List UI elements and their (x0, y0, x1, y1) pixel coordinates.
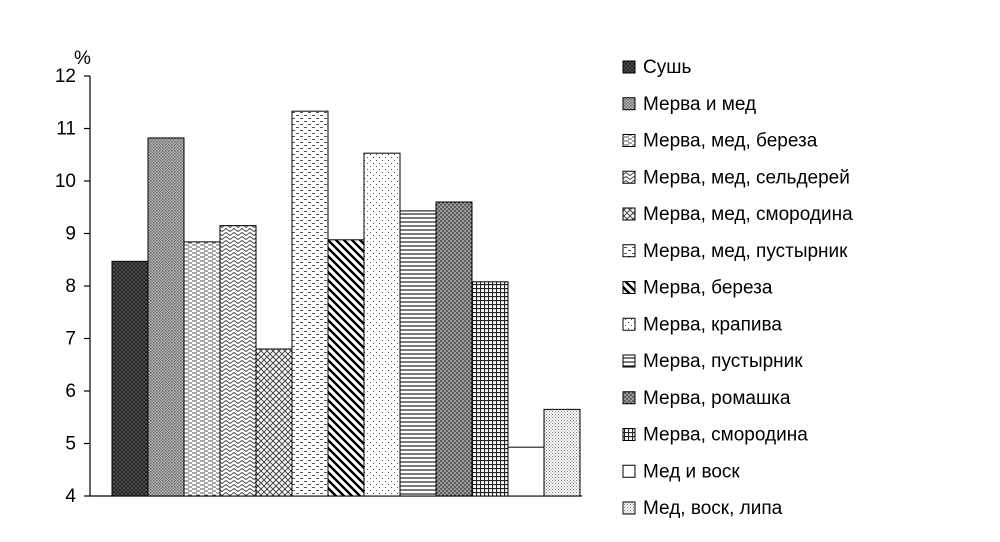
y-tick-label: 6 (65, 381, 76, 402)
legend-label: Мерва, мед, смородина (643, 204, 853, 225)
legend-swatch (622, 354, 636, 368)
legend-swatch (622, 97, 636, 111)
bar (111, 260, 149, 497)
bar (399, 210, 437, 497)
bar (147, 137, 185, 497)
bar (255, 348, 293, 497)
y-tick-label: 11 (56, 119, 76, 140)
bar (543, 408, 581, 497)
bar (291, 110, 329, 497)
bars (111, 110, 581, 497)
legend-swatch (622, 501, 636, 515)
y-tick-label: 12 (55, 66, 76, 87)
legend-label: Мерва, смородина (643, 425, 808, 446)
y-tick-label: 9 (65, 224, 76, 245)
legend-label: Мед и воск (643, 461, 740, 482)
legend-label: Мерва, мед, береза (643, 131, 818, 152)
bar (327, 239, 365, 497)
legend-label: Мерва, пустырник (643, 351, 803, 372)
y-tick-label: 7 (65, 329, 76, 350)
legend-swatch (622, 317, 636, 331)
y-tick-label: 4 (65, 486, 76, 507)
legend-swatch (622, 464, 636, 478)
bar (471, 281, 509, 497)
legend-label: Сушь (643, 57, 691, 78)
legend-label: Мерва, крапива (643, 314, 782, 335)
legend-swatch (622, 244, 636, 258)
legend-swatch (622, 170, 636, 184)
legend-label: Мерва, мед, пустырник (643, 241, 848, 262)
legend-swatch (622, 428, 636, 441)
y-axis-label: % (74, 48, 91, 69)
legend-swatch (622, 391, 636, 405)
bar (183, 241, 221, 497)
legend-label: Мерва, ромашка (643, 388, 791, 409)
legend-label: Мерва, береза (643, 278, 773, 299)
y-tick-label: 5 (65, 434, 76, 455)
legend-label: Мерва, мед, сельдерей (643, 167, 850, 188)
legend-swatch (622, 60, 636, 74)
legend-label: Мерва и мед (643, 94, 756, 115)
legend-swatch (622, 134, 636, 147)
legend-swatch (622, 281, 636, 294)
bar (363, 152, 401, 497)
bar (507, 446, 545, 497)
legend-label: Мед, воск, липа (643, 498, 783, 519)
legend: Сушь Мерва и мед Мерва, мед, береза Мерва, … (622, 57, 853, 519)
y-tick-label: 8 (65, 276, 76, 297)
bar (219, 225, 257, 497)
bar (435, 201, 473, 497)
legend-swatch (622, 207, 636, 221)
y-tick-label: 10 (55, 171, 76, 192)
